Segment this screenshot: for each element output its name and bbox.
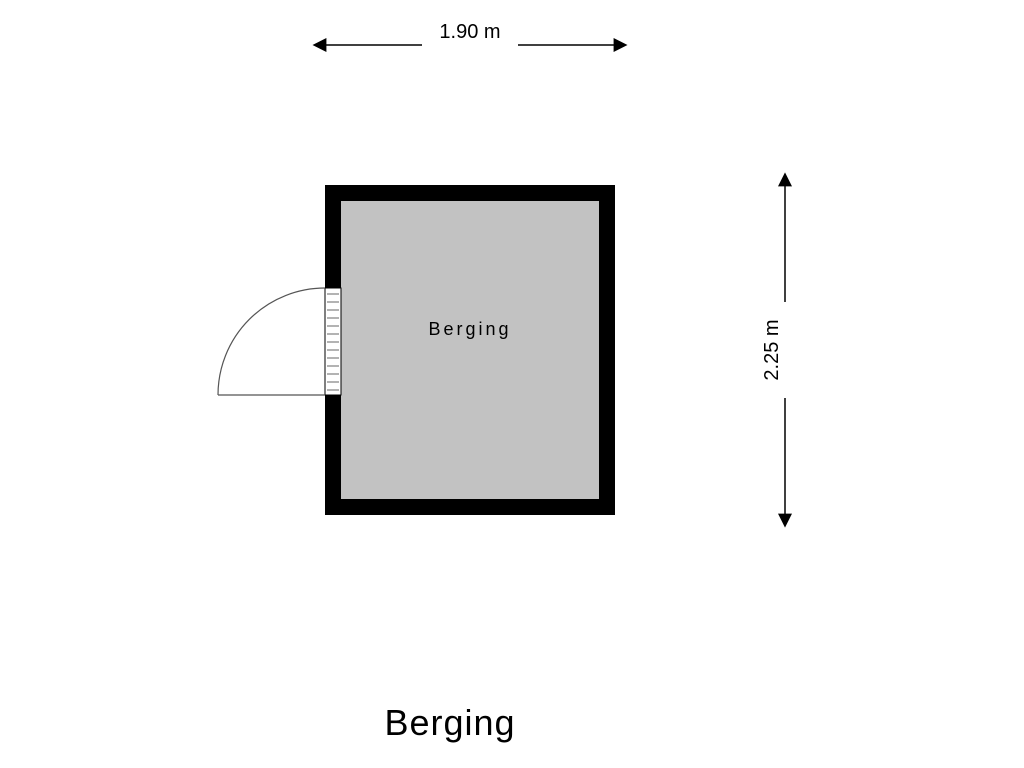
- room-interior: [341, 201, 599, 499]
- wall-left-upper: [325, 185, 341, 288]
- room-label: Berging: [428, 319, 511, 339]
- wall-right: [599, 185, 615, 515]
- door-jamb-top: [325, 284, 341, 288]
- wall-bottom: [325, 499, 615, 515]
- wall-left-lower: [325, 395, 341, 515]
- dimension-right-label: 2.25 m: [761, 319, 783, 380]
- wall-top: [325, 185, 615, 201]
- door-jamb-bottom: [325, 395, 341, 399]
- page-title: Berging: [384, 702, 515, 743]
- floorplan-room: Berging: [218, 185, 615, 515]
- dimension-top: 1.90 m: [325, 21, 615, 45]
- page-title-text: Berging: [384, 702, 515, 743]
- door-threshold: [325, 288, 341, 395]
- door-swing-arc: [218, 288, 325, 395]
- dimension-right: 2.25 m: [761, 185, 785, 515]
- dimension-top-label: 1.90 m: [439, 21, 500, 43]
